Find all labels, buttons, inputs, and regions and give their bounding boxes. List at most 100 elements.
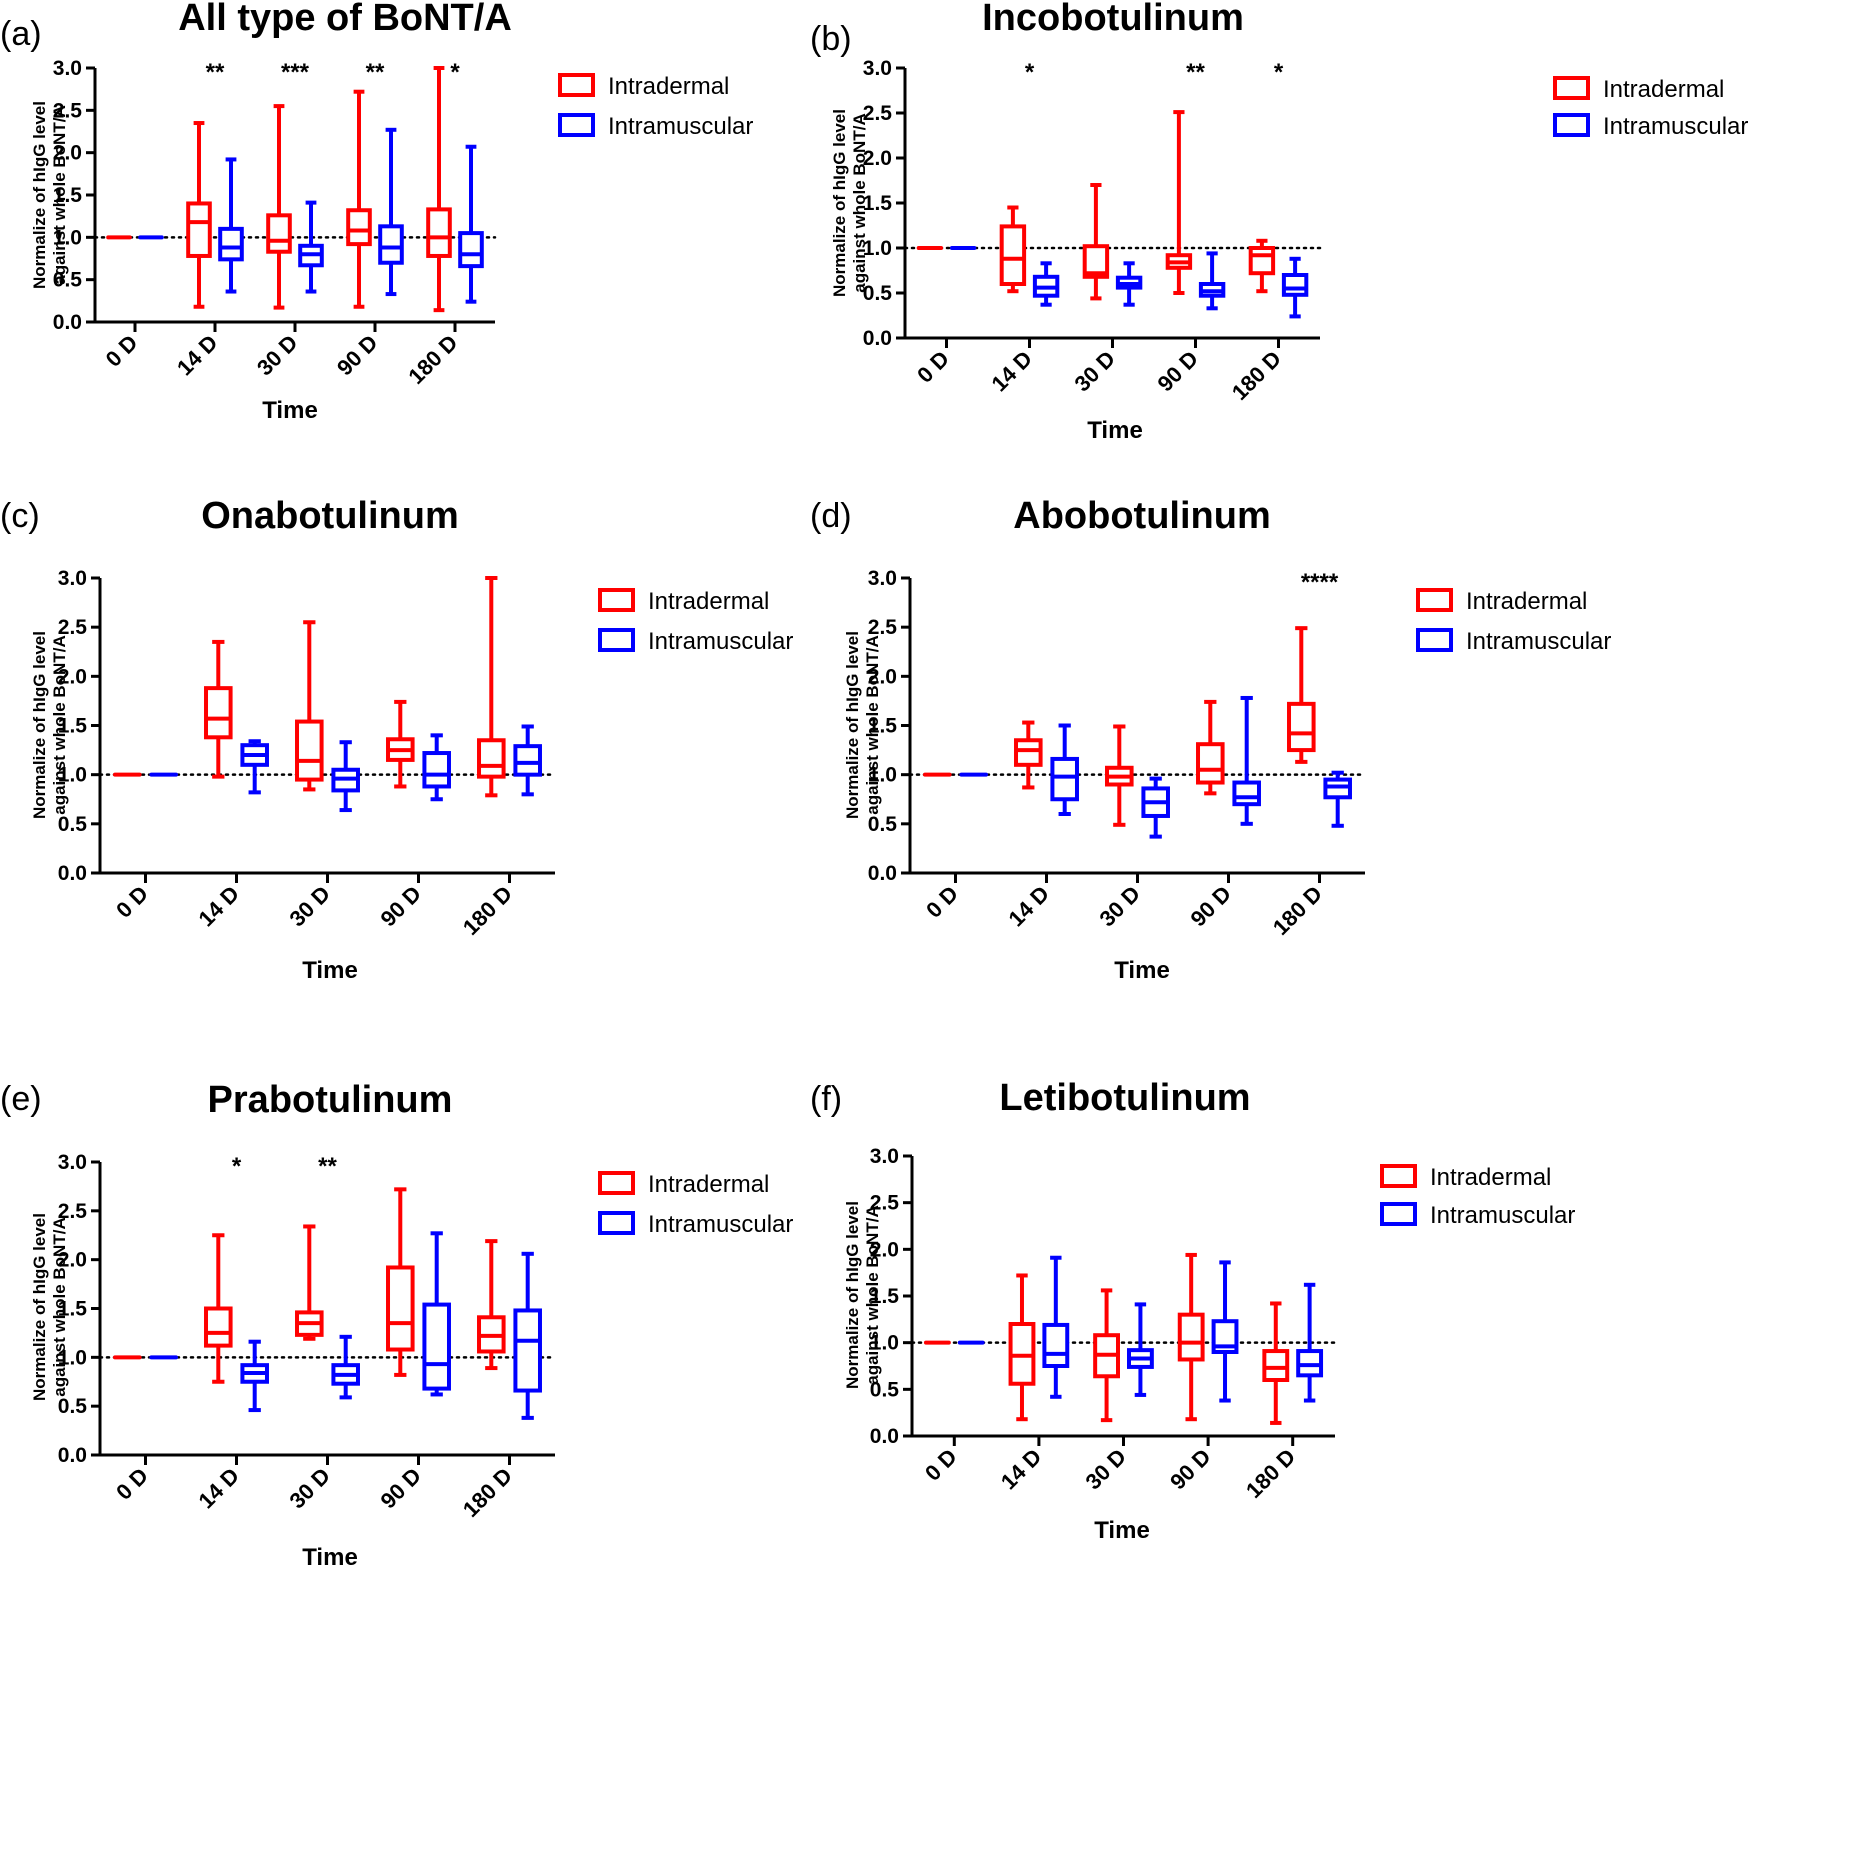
y-tick-label: 1.5 <box>870 1285 900 1308</box>
y-tick-label: 1.0 <box>58 764 87 787</box>
box-iqr <box>1287 701 1316 753</box>
y-tick-label: 2.5 <box>58 1200 88 1223</box>
y-axis-label: Normalize of hIgG levelagainst whole BoN… <box>830 109 869 297</box>
x-tick-label: 30 D <box>1069 346 1120 397</box>
legend-label: Intramuscular <box>648 628 793 655</box>
y-axis-label-line: against whole BoNT/A <box>50 105 69 284</box>
y-tick-label: 2.0 <box>868 665 897 688</box>
box-iqr <box>458 231 484 269</box>
y-tick-label: 2.0 <box>53 142 82 165</box>
box-plot <box>331 740 360 813</box>
y-tick-label: 0.0 <box>58 1444 87 1467</box>
x-tick-label: 90 D <box>375 1463 426 1514</box>
x-tick-label: 180 D <box>1268 881 1327 940</box>
legend-swatch <box>1553 76 1590 100</box>
box-iqr <box>477 738 506 779</box>
chart-panel: (d) Abobotulinum 0.0 0.5 1.0 1.5 2.0 2.5 3.0 0 D 1… <box>810 495 1611 984</box>
y-tick-label: 2.0 <box>58 1249 87 1272</box>
legend-swatch <box>598 1171 635 1195</box>
chart-title: Prabotulinum <box>208 1079 453 1121</box>
x-tick-label: 90 D <box>375 881 426 932</box>
y-tick-label: 3.0 <box>53 57 82 80</box>
x-axis-label: Time <box>1094 1517 1150 1544</box>
box-plot <box>1296 1282 1324 1403</box>
legend-label: Intramuscular <box>1430 1202 1575 1229</box>
y-axis-label-line: Normalize of hIgG level <box>30 1213 49 1401</box>
box-plot <box>1323 770 1352 828</box>
chart-panel: (c) Onabotulinum 0.0 0.5 1.0 1.5 2.0 2.5 3.0 0 D 1… <box>0 495 793 984</box>
box-plot <box>1281 256 1309 319</box>
legend-swatch <box>1553 113 1590 137</box>
box-iqr <box>1014 738 1043 767</box>
box-plot <box>1126 1302 1154 1397</box>
x-axis-label: Time <box>302 1544 358 1571</box>
legend-label: Intradermal <box>648 1171 769 1198</box>
significance-marker: **** <box>1301 569 1339 596</box>
x-tick-label: 0 D <box>912 346 954 388</box>
box-iqr <box>1281 273 1309 297</box>
legend-swatch <box>1380 1164 1417 1188</box>
box-plot <box>477 576 506 798</box>
significance-marker: ** <box>318 1153 337 1180</box>
box-plot <box>999 205 1027 294</box>
box-plot <box>1050 723 1079 816</box>
y-tick-label: 1.5 <box>863 192 893 215</box>
x-tick-label: 0 D <box>101 330 143 372</box>
x-tick-label: 14 D <box>986 346 1037 397</box>
box-plot <box>513 1251 542 1420</box>
box-plot <box>513 724 542 797</box>
significance-marker: ** <box>366 59 385 86</box>
chart-title: Abobotulinum <box>1013 495 1270 537</box>
box-plot <box>1198 251 1226 311</box>
box-iqr <box>1177 1312 1205 1362</box>
legend-label: Intramuscular <box>608 113 753 140</box>
y-axis-label: Normalize of hIgG levelagainst whole BoN… <box>30 101 69 289</box>
x-tick-label: 14 D <box>996 1444 1047 1495</box>
y-tick-label: 1.5 <box>58 715 88 738</box>
box-plot <box>204 1233 233 1384</box>
box-plot <box>422 1231 451 1397</box>
y-tick-label: 0.0 <box>870 1425 899 1448</box>
box-plot <box>1115 261 1143 307</box>
y-axis-label-line: against whole BoNT/A <box>50 1217 69 1396</box>
box-plot <box>204 639 233 779</box>
box-plot <box>186 121 212 309</box>
box-iqr <box>1232 780 1261 807</box>
x-tick-label: 30 D <box>1080 1444 1131 1495</box>
legend-swatch <box>558 113 595 137</box>
box-plot <box>386 1187 415 1377</box>
box-iqr <box>426 207 452 258</box>
box-plot <box>458 144 484 304</box>
y-tick-label: 0.5 <box>58 1395 88 1418</box>
y-tick-label: 3.0 <box>58 1151 87 1174</box>
box-plot <box>1032 261 1060 307</box>
y-axis-label: Normalize of hIgG levelagainst whole BoN… <box>843 631 882 819</box>
y-axis-label-line: Normalize of hIgG level <box>843 1201 862 1389</box>
box-iqr <box>513 1308 542 1393</box>
x-tick-label: 180 D <box>1227 346 1286 405</box>
y-tick-label: 2.0 <box>863 147 892 170</box>
y-axis-label: Normalize of hIgG levelagainst whole BoN… <box>30 1213 69 1401</box>
box-plot <box>1105 724 1134 827</box>
y-tick-label: 2.5 <box>863 102 893 125</box>
box-plot <box>295 1224 324 1341</box>
box-plot <box>266 104 292 310</box>
y-tick-label: 0.0 <box>53 311 82 334</box>
y-tick-label: 1.5 <box>58 1298 88 1321</box>
box-plot <box>1014 720 1043 790</box>
panel-label: (a) <box>0 15 42 53</box>
y-axis-label-line: against whole BoNT/A <box>50 635 69 814</box>
box-plot <box>1248 238 1276 294</box>
box-plot <box>422 733 451 802</box>
y-tick-label: 2.5 <box>868 616 898 639</box>
y-tick-label: 1.0 <box>870 1332 899 1355</box>
significance-marker: ** <box>1186 59 1205 86</box>
legend-label: Intramuscular <box>1603 113 1748 140</box>
y-tick-label: 3.0 <box>868 567 897 590</box>
y-tick-label: 1.0 <box>863 237 892 260</box>
x-tick-label: 30 D <box>284 1463 335 1514</box>
box-iqr <box>513 744 542 777</box>
x-tick-label: 180 D <box>1241 1444 1300 1503</box>
x-tick-label: 14 D <box>193 881 244 932</box>
chart-panel: (e) Prabotulinum 0.0 0.5 1.0 1.5 2.0 2.5 3.0 0 D 1… <box>0 1079 793 1571</box>
